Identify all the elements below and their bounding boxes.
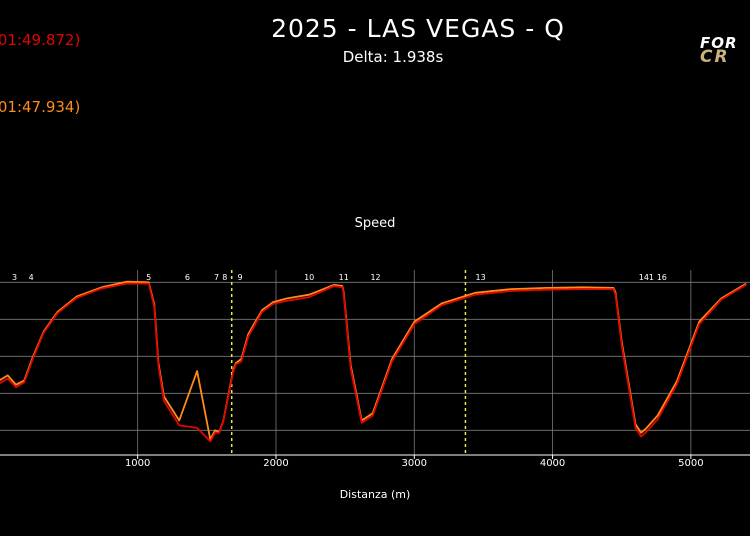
x-tick-label: 1000 [125, 458, 150, 469]
brand-logo-bottom: CR [700, 47, 730, 67]
corner-label: 7 [214, 273, 219, 282]
corner-label: 4 [29, 273, 34, 282]
speed-series-line [0, 282, 747, 443]
chart-title: 2025 - LAS VEGAS - Q [271, 14, 565, 43]
corner-label: 1 [649, 273, 654, 282]
corner-label: 6 [185, 273, 190, 282]
corner-label: 11 [339, 273, 349, 282]
x-tick-label: 5000 [678, 458, 703, 469]
chart-subtitle: Speed [354, 216, 396, 231]
corner-label: 12 [370, 273, 380, 282]
corner-label: 16 [657, 273, 667, 282]
x-tick-label: 4000 [540, 458, 565, 469]
x-tick-label: 2000 [263, 458, 288, 469]
lap-time-red: (01:49.872) [0, 31, 81, 49]
corner-label: 5 [146, 273, 151, 282]
corner-label: 10 [304, 273, 314, 282]
corner-label: 3 [12, 273, 17, 282]
x-tick-label: 3000 [402, 458, 427, 469]
brand-logo-top: FOR [700, 34, 738, 52]
x-axis-label: Distanza (m) [340, 488, 411, 501]
corner-label: 14 [639, 273, 649, 282]
corner-label: 8 [222, 273, 227, 282]
lap-time-orange: (01:47.934) [0, 98, 81, 116]
delta-time: Delta: 1.938s [342, 48, 444, 66]
corner-label: 13 [476, 273, 486, 282]
corner-label: 9 [237, 273, 242, 282]
